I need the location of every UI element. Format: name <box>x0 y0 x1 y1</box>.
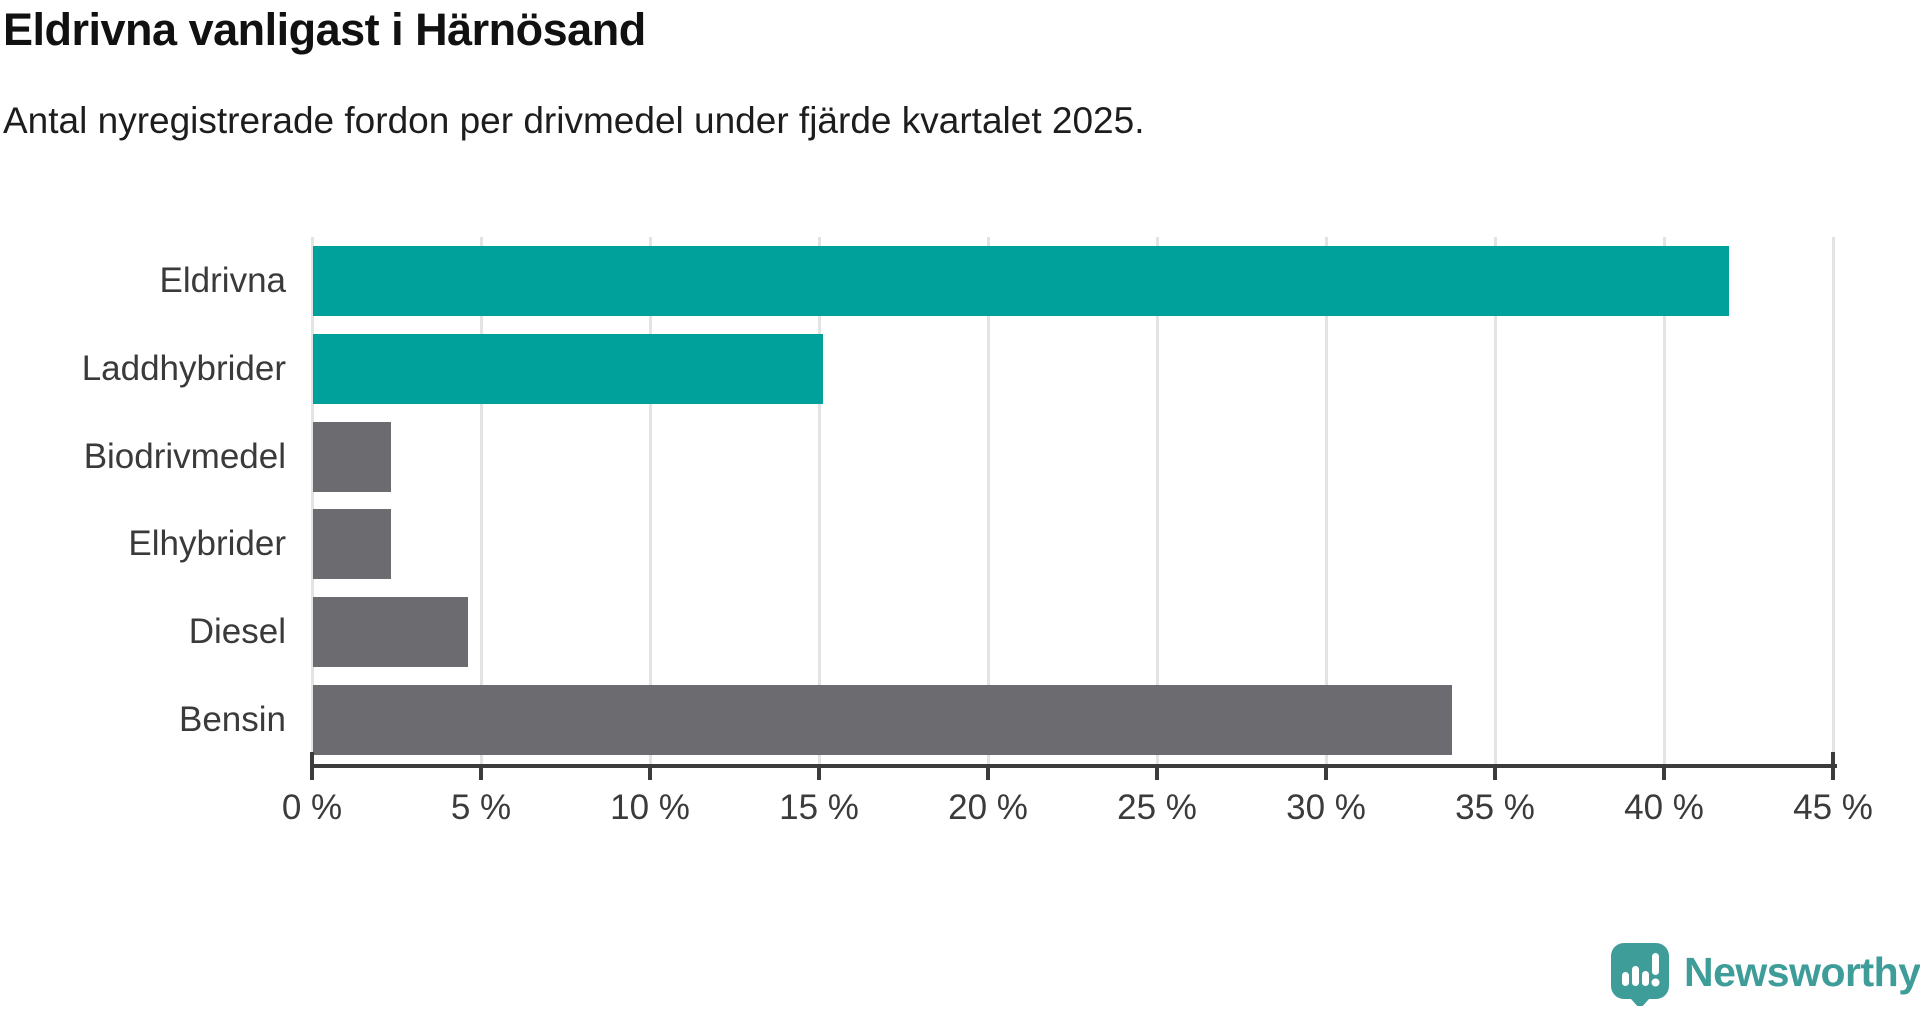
x-axis-tick-label-10: 10 % <box>610 788 690 827</box>
x-axis-tick-label-0: 0 % <box>281 788 343 827</box>
x-axis-tick-20 <box>986 764 990 780</box>
bar-eldrivna <box>313 245 1730 316</box>
y-axis-label-eldrivna: Eldrivna <box>159 260 286 300</box>
x-axis-tick-30 <box>1324 764 1328 780</box>
x-axis-tick-40 <box>1662 764 1666 780</box>
y-axis-label-bensin: Bensin <box>178 700 286 740</box>
gridline-25 <box>1155 237 1159 764</box>
x-axis-tick-label-5: 5 % <box>450 788 512 827</box>
y-axis-labels: Eldrivna Laddhybrider Biodrivmedel Elhybrid… <box>0 237 286 764</box>
x-axis-tick-45 <box>1831 764 1835 780</box>
bar-elhybrider <box>313 509 391 580</box>
gridline-30 <box>1324 237 1328 764</box>
bar-chart-speech-bubble-icon <box>1611 943 1669 1006</box>
plot-area <box>310 237 1835 764</box>
gridline-35 <box>1493 237 1497 764</box>
y-axis-label-elhybrider: Elhybrider <box>128 524 286 564</box>
x-axis-tick-label-40: 40 % <box>1624 788 1704 827</box>
x-axis-tick-label-30: 30 % <box>1286 788 1366 827</box>
gridline-45 <box>1831 237 1835 764</box>
x-axis-endcap-45 <box>1831 752 1835 768</box>
bar-biodrivmedel <box>313 421 391 492</box>
y-axis-label-biodrivmedel: Biodrivmedel <box>83 436 286 476</box>
gridline-10 <box>648 237 652 764</box>
bar-laddhybrider <box>313 333 824 404</box>
gridline-5 <box>479 237 483 764</box>
x-axis-tick-label-25: 25 % <box>1117 788 1197 827</box>
y-axis-label-diesel: Diesel <box>188 612 286 652</box>
gridline-0 <box>310 237 314 764</box>
x-axis-tick-label-35: 35 % <box>1455 788 1535 827</box>
x-axis-tick-25 <box>1155 764 1159 780</box>
gridline-20 <box>986 237 990 764</box>
x-axis-endcap-0 <box>310 752 314 768</box>
x-axis-tick-10 <box>648 764 652 780</box>
x-axis-tick-label-45: 45 % <box>1793 788 1873 827</box>
x-axis-tick-label-20: 20 % <box>948 788 1028 827</box>
newsworthy-logo: Newsworthy <box>1610 942 1920 1006</box>
x-axis-tick-label-15: 15 % <box>779 788 859 827</box>
chart-title: Eldrivna vanligast i Härnösand <box>3 4 646 55</box>
x-axis-tick-0 <box>310 764 314 780</box>
bar-bensin <box>313 685 1453 756</box>
x-axis-tick-5 <box>479 764 483 780</box>
x-axis-tick-35 <box>1493 764 1497 780</box>
bar-diesel <box>313 597 469 668</box>
newsworthy-logo-text: Newsworthy <box>1684 948 1920 995</box>
x-axis-tick-15 <box>817 764 821 780</box>
chart-subtitle: Antal nyregistrerade fordon per drivmede… <box>3 100 1145 141</box>
gridline-15 <box>817 237 821 764</box>
y-axis-label-laddhybrider: Laddhybrider <box>81 348 286 388</box>
gridline-40 <box>1662 237 1666 764</box>
x-axis-line <box>310 764 1837 768</box>
